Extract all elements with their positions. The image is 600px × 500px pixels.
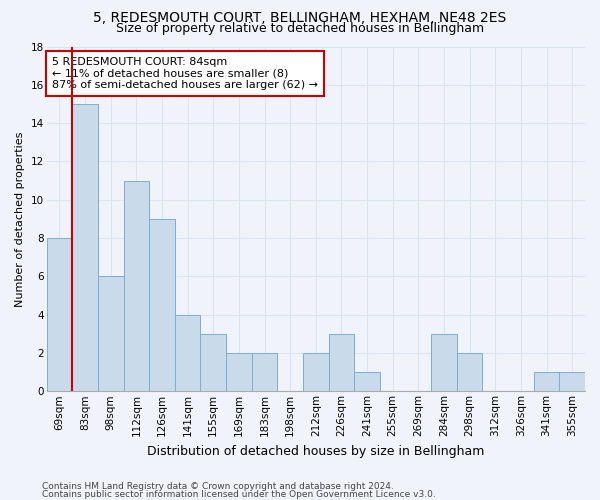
Bar [47,238,72,392]
Text: Contains HM Land Registry data © Crown copyright and database right 2024.: Contains HM Land Registry data © Crown c… [42,482,394,491]
Bar [98,276,124,392]
Bar [354,372,380,392]
Bar [431,334,457,392]
Bar [457,353,482,392]
X-axis label: Distribution of detached houses by size in Bellingham: Distribution of detached houses by size … [147,444,484,458]
Bar [329,334,354,392]
Text: Contains public sector information licensed under the Open Government Licence v3: Contains public sector information licen… [42,490,436,499]
Bar [303,353,329,392]
Text: 5 REDESMOUTH COURT: 84sqm
← 11% of detached houses are smaller (8)
87% of semi-d: 5 REDESMOUTH COURT: 84sqm ← 11% of detac… [52,57,318,90]
Bar [226,353,251,392]
Bar [559,372,585,392]
Bar [251,353,277,392]
Bar [200,334,226,392]
Bar [534,372,559,392]
Bar [175,314,200,392]
Text: 5, REDESMOUTH COURT, BELLINGHAM, HEXHAM, NE48 2ES: 5, REDESMOUTH COURT, BELLINGHAM, HEXHAM,… [94,11,506,25]
Text: Size of property relative to detached houses in Bellingham: Size of property relative to detached ho… [116,22,484,35]
Bar [72,104,98,392]
Y-axis label: Number of detached properties: Number of detached properties [15,131,25,306]
Bar [149,219,175,392]
Bar [124,180,149,392]
